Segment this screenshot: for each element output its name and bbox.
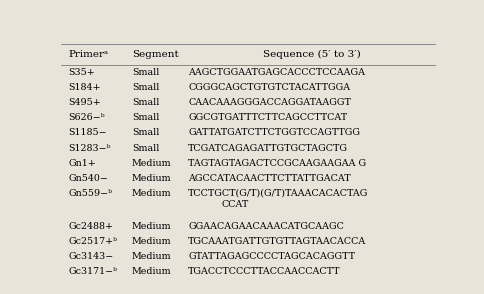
Text: Small: Small bbox=[132, 113, 159, 122]
Text: S495+: S495+ bbox=[68, 98, 101, 107]
Text: TCGATCAGAGATTGTGCTAGCTG: TCGATCAGAGATTGTGCTAGCTG bbox=[188, 144, 348, 153]
Text: Segment: Segment bbox=[132, 50, 179, 59]
Text: Small: Small bbox=[132, 83, 159, 92]
Text: Small: Small bbox=[132, 68, 159, 77]
Text: Sequence (5′ to 3′): Sequence (5′ to 3′) bbox=[263, 50, 361, 59]
Text: S626−ᵇ: S626−ᵇ bbox=[68, 113, 105, 122]
Text: CCAT: CCAT bbox=[222, 200, 249, 209]
Text: Small: Small bbox=[132, 98, 159, 107]
Text: S1185−: S1185− bbox=[68, 128, 106, 138]
Text: TAGTAGTAGACTCCGCAAGAAGAA G: TAGTAGTAGACTCCGCAAGAAGAA G bbox=[188, 159, 366, 168]
Text: Small: Small bbox=[132, 128, 159, 138]
Text: GTATTAGAGCCCCTAGCACAGGTT: GTATTAGAGCCCCTAGCACAGGTT bbox=[188, 252, 355, 261]
Text: CGGGCAGCTGTGTCTACATTGGA: CGGGCAGCTGTGTCTACATTGGA bbox=[188, 83, 350, 92]
Text: Primerᵃ: Primerᵃ bbox=[68, 50, 108, 59]
Text: Small: Small bbox=[132, 144, 159, 153]
Text: CAACAAAGGGACCAGGATAAGGT: CAACAAAGGGACCAGGATAAGGT bbox=[188, 98, 351, 107]
Text: Medium: Medium bbox=[132, 237, 171, 246]
Text: TGACCTCCCTTACCAACCACTT: TGACCTCCCTTACCAACCACTT bbox=[188, 267, 341, 276]
Text: Medium: Medium bbox=[132, 159, 171, 168]
Text: Gn559−ᵇ: Gn559−ᵇ bbox=[68, 189, 112, 198]
Text: TCCTGCT(G/T)(G/T)TAAACACACTAG: TCCTGCT(G/T)(G/T)TAAACACACTAG bbox=[188, 189, 368, 198]
Text: Medium: Medium bbox=[132, 221, 171, 230]
Text: Medium: Medium bbox=[132, 189, 171, 198]
Text: Gc3143−: Gc3143− bbox=[68, 252, 113, 261]
Text: GATTATGATCTTCTGGTCCAGTTGG: GATTATGATCTTCTGGTCCAGTTGG bbox=[188, 128, 360, 138]
Text: TGCAAATGATTGTGTTAGTAACACCA: TGCAAATGATTGTGTTAGTAACACCA bbox=[188, 237, 366, 246]
Text: Gc3171−ᵇ: Gc3171−ᵇ bbox=[68, 267, 117, 276]
Text: Gn540−: Gn540− bbox=[68, 174, 108, 183]
Text: Medium: Medium bbox=[132, 252, 171, 261]
Text: Medium: Medium bbox=[132, 174, 171, 183]
Text: AAGCTGGAATGAGCACCCTCCAAGA: AAGCTGGAATGAGCACCCTCCAAGA bbox=[188, 68, 365, 77]
Text: Gn1+: Gn1+ bbox=[68, 159, 96, 168]
Text: S35+: S35+ bbox=[68, 68, 95, 77]
Text: Gc2517+ᵇ: Gc2517+ᵇ bbox=[68, 237, 117, 246]
Text: S1283−ᵇ: S1283−ᵇ bbox=[68, 144, 110, 153]
Text: GGCGTGATTTCTTCAGCCTTCAT: GGCGTGATTTCTTCAGCCTTCAT bbox=[188, 113, 347, 122]
Text: Medium: Medium bbox=[132, 267, 171, 276]
Text: AGCCATACAACTTCTTATTGACAT: AGCCATACAACTTCTTATTGACAT bbox=[188, 174, 351, 183]
Text: GGAACAGAACAAACATGCAAGC: GGAACAGAACAAACATGCAAGC bbox=[188, 221, 344, 230]
Text: Gc2488+: Gc2488+ bbox=[68, 221, 113, 230]
Text: S184+: S184+ bbox=[68, 83, 101, 92]
